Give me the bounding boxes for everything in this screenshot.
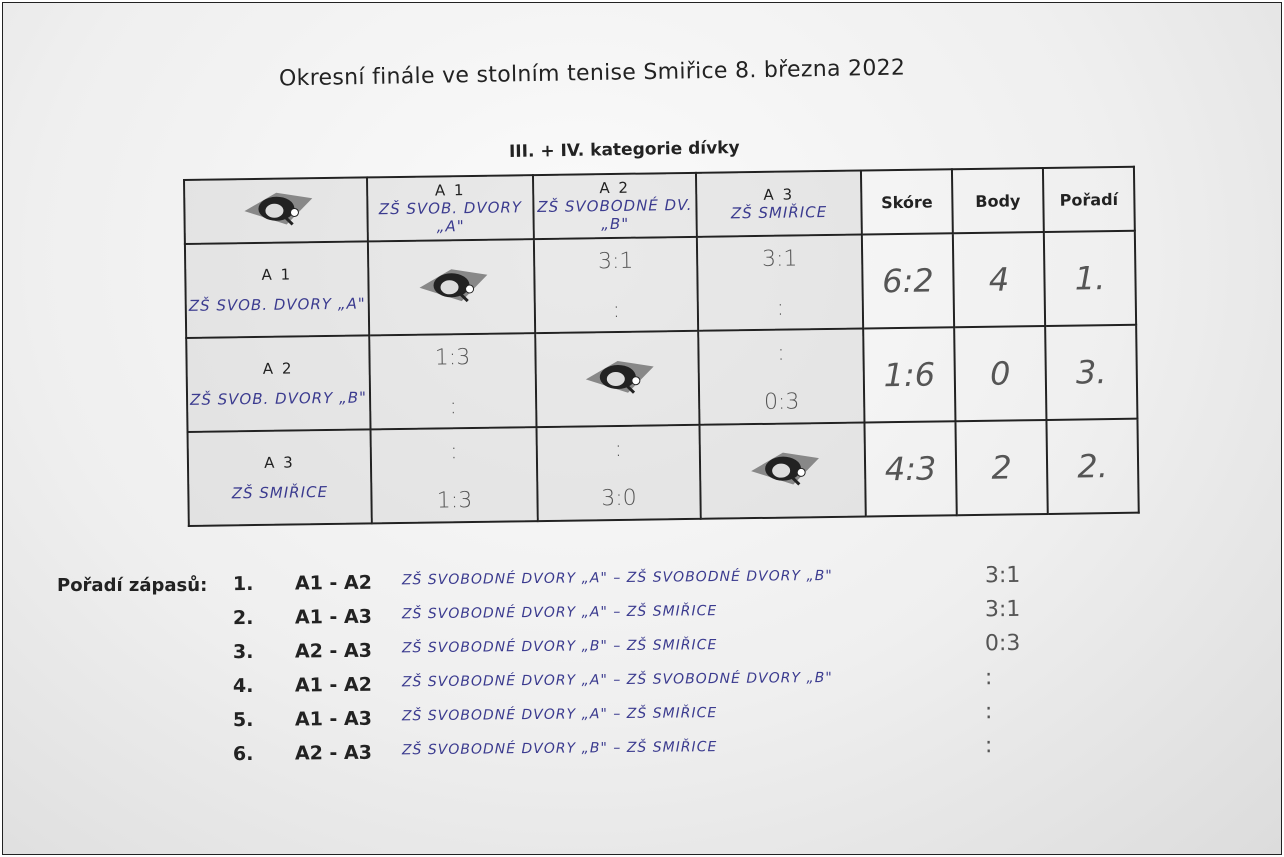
row-code: A 2 [262,359,294,378]
table-row: A 1 ZŠ SVOB. DVORY „A" 3:1:3:1:6:2 4 1. [184,230,1137,338]
match-result-second: : [776,295,785,321]
match-result-first: : [449,439,458,465]
match-teams: ZŠ SVOBODNÉ DVORY „A" – ZŠ SVOBODNÉ DVOR… [401,567,833,589]
score-header: Skóre [860,169,953,235]
row-code: A 1 [261,265,293,284]
match-result: 0:3 [984,630,1021,657]
score-cell: 1:6 [863,327,956,423]
match-teams: ZŠ SVOBODNÉ DVORY „B" – ZŠ SMIŘICE [401,637,718,657]
results-table: A 1 ZŠ SVOB. DVORY „A" A 2 ZŠ SVOBODNÉ DV.… [183,166,1140,527]
match-cell: 3:1: [696,234,864,331]
column-team: ZŠ SVOBODNÉ DV. „B" [537,195,693,234]
row-header: A 2 ZŠ SVOB. DVORY „B" [186,335,371,432]
row-code: A 3 [264,453,295,472]
diagonal-logo-cell [535,330,700,428]
score-cell: 4:3 [864,421,957,517]
column-team: ZŠ SVOB. DVORY „A" [378,198,523,236]
table-tennis-logo-icon [577,356,658,397]
match-result-second: 0:3 [763,389,800,415]
match-teams: ZŠ SVOBODNÉ DVORY „B" – ZŠ SMIŘICE [401,739,718,759]
match-number: 6. [232,742,254,766]
match-result-second: 3:0 [601,485,637,512]
points-cell: 2 [955,419,1048,516]
match-result-first: 3:1 [597,248,634,275]
match-result: : [984,665,993,691]
diagonal-logo-cell [367,239,536,336]
page-title: Okresní finále ve stolním tenise Smiřice… [278,55,906,92]
match-number: 2. [232,606,254,630]
column-team: ZŠ SMIŘICE [730,203,828,223]
match-result-second: : [449,394,458,420]
match-pair: A1 - A2 [294,673,373,697]
column-code: A 3 [763,185,795,204]
rank-header: Pořadí [1042,166,1135,232]
match-cell: 1:3: [369,333,537,430]
match-pair: A2 - A3 [294,639,373,663]
match-result: : [984,733,993,759]
match-result-second: 1:3 [436,487,473,514]
match-result-first: 1:3 [434,345,471,371]
match-number: 5. [232,708,254,732]
table-tennis-logo-icon [411,265,492,306]
rank-cell: 2. [1046,418,1139,514]
table-row: A 3 ZŠ SMIŘICE: 1:3: 3:0 4:3 2 2. [187,418,1139,526]
match-pair: A1 - A2 [294,571,373,595]
match-result-second: : [612,297,621,324]
column-header: A 3 ZŠ SMIŘICE [695,170,862,237]
column-code: A 2 [599,178,631,198]
match-teams: ZŠ SVOBODNÉ DVORY „A" – ZŠ SVOBODNÉ DVOR… [401,669,833,691]
row-team: ZŠ SVOB. DVORY „A" [188,294,366,315]
score-cell: 6:2 [861,233,955,329]
match-pair: A1 - A3 [294,707,373,731]
match-pair: A1 - A3 [294,605,373,629]
match-number: 3. [232,640,254,664]
match-pair: A2 - A3 [294,741,373,765]
match-order-label: Pořadí zápasů: [57,575,208,596]
match-result-first: : [614,436,623,462]
table-tennis-logo-icon [742,448,823,489]
column-header: A 1 ZŠ SVOB. DVORY „A" [366,175,534,242]
match-result: : [984,699,993,725]
row-team: ZŠ SVOB. DVORY „B" [189,388,368,409]
category-subtitle: III. + IV. kategorie dívky [508,137,740,163]
match-cell: : 0:3 [698,328,865,425]
match-result-first: 3:1 [761,246,798,272]
rank-cell: 3. [1045,324,1138,420]
row-team: ZŠ SMIŘICE [231,483,329,503]
rank-cell: 1. [1043,230,1137,326]
match-teams: ZŠ SVOBODNÉ DVORY „A" – ZŠ SMIŘICE [401,705,718,725]
column-header: A 2 ZŠ SVOBODNÉ DV. „B" [532,172,697,240]
points-header: Body [951,167,1044,234]
table-row: A 2 ZŠ SVOB. DVORY „B" 1:3::0:3 1:6 0 3. [186,324,1138,432]
match-number: 4. [232,674,254,698]
match-result: 3:1 [984,596,1021,623]
corner-cell [184,177,368,244]
points-cell: 4 [952,231,1046,328]
match-teams: ZŠ SVOBODNÉ DVORY „A" – ZŠ SMIŘICE [401,603,718,623]
column-code: A 1 [434,181,466,200]
points-cell: 0 [954,325,1047,422]
diagonal-logo-cell [699,422,866,519]
row-header: A 3 ZŠ SMIŘICE [187,429,372,526]
header-row: A 1 ZŠ SVOB. DVORY „A" A 2 ZŠ SVOBODNÉ DV.… [184,166,1135,244]
match-result-first: : [777,340,785,366]
row-header: A 1 ZŠ SVOB. DVORY „A" [184,241,370,338]
match-result: 3:1 [984,562,1021,589]
match-number: 1. [232,572,254,596]
match-cell: : 3:0 [536,424,701,522]
match-cell: 3:1: [533,236,699,334]
table-tennis-logo-icon [236,188,317,229]
match-cell: : 1:3 [370,427,538,524]
